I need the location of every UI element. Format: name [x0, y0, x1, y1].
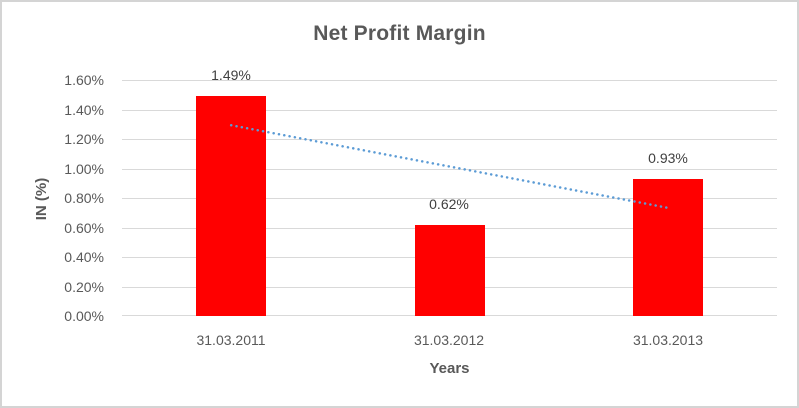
y-tick-label: 0.80%	[64, 190, 104, 206]
bar-data-label: 1.49%	[211, 67, 251, 83]
y-tick-label: 0.40%	[64, 249, 104, 265]
y-tick-label: 1.60%	[64, 72, 104, 88]
y-tick-label: 0.60%	[64, 220, 104, 236]
x-axis-title: Years	[429, 360, 470, 377]
trendline-dotted-line	[229, 123, 670, 210]
bar-data-label: 0.93%	[648, 150, 688, 166]
gridline	[122, 169, 777, 170]
plot-area: 1.49% 0.62% 0.93%	[122, 68, 777, 316]
y-tick-label: 1.00%	[64, 161, 104, 177]
y-axis-tick-labels: 1.60% 1.40% 1.20% 1.00% 0.80% 0.60% 0.40% 0.20%…	[2, 70, 114, 326]
x-tick-label: 31.03.2012	[413, 332, 485, 348]
y-tick-label: 1.40%	[64, 102, 104, 118]
y-tick-label: 1.20%	[64, 131, 104, 147]
x-tick-label: 31.03.2011	[196, 332, 266, 348]
bar-31.03.2012	[415, 225, 485, 316]
y-tick-label: 0.20%	[64, 279, 104, 295]
gridline	[122, 80, 777, 81]
bar-31.03.2011	[196, 96, 266, 316]
y-tick-label: 0.00%	[64, 308, 104, 324]
gridline	[122, 139, 777, 140]
gridline	[122, 198, 777, 199]
bar-31.03.2013	[633, 179, 703, 316]
bar-data-label: 0.62%	[429, 196, 469, 212]
x-tick-label: 31.03.2013	[632, 332, 704, 348]
trendline	[229, 123, 670, 210]
chart-title: Net Profit Margin	[313, 22, 486, 45]
gridline	[122, 110, 777, 111]
